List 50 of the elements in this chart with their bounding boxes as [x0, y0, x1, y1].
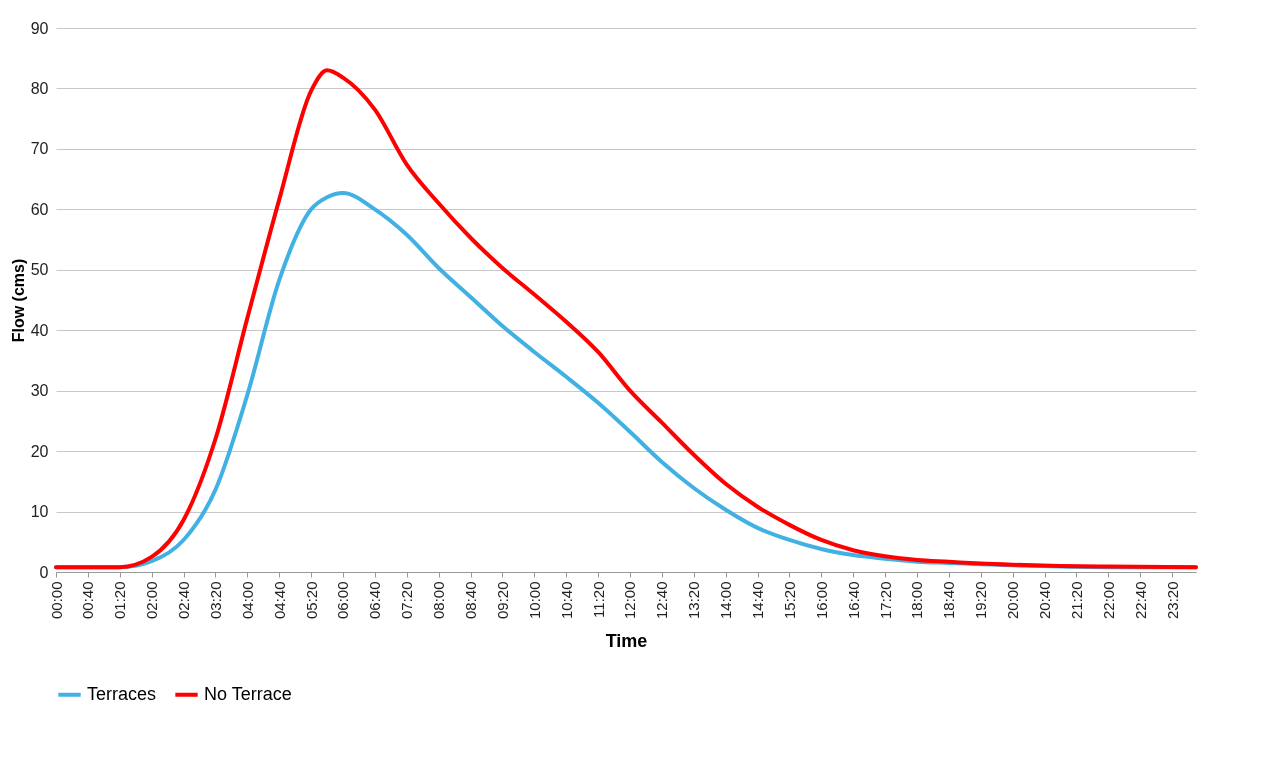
x-tick-label: 04:40 — [270, 581, 288, 620]
y-tick-label: 60 — [30, 200, 49, 218]
x-tick-label: 18:00 — [908, 581, 926, 620]
x-tick-label: 23:20 — [1163, 581, 1181, 620]
y-tick-label: 40 — [30, 321, 49, 339]
x-tick-label: 07:20 — [398, 581, 416, 620]
x-tick-label: 08:40 — [462, 581, 480, 620]
x-tick-label: 14:00 — [717, 581, 735, 620]
x-tick-label: 02:00 — [143, 581, 161, 620]
y-tick-label: 90 — [30, 19, 49, 37]
x-tick-label: 19:20 — [972, 581, 990, 620]
x-tick-label: 20:00 — [1004, 581, 1022, 620]
x-tick-label: 12:40 — [653, 581, 671, 620]
x-tick-label: 09:20 — [493, 581, 511, 620]
x-tick-label: 16:00 — [812, 581, 830, 620]
legend-label: No Terrace — [204, 683, 292, 704]
x-tick-label: 05:20 — [302, 581, 320, 620]
x-tick-label: 06:40 — [366, 581, 384, 620]
x-tick-label: 04:00 — [238, 581, 256, 620]
y-tick-label: 0 — [39, 563, 49, 581]
x-tick-label: 22:00 — [1099, 581, 1117, 620]
x-tick-label: 20:40 — [1036, 581, 1054, 620]
x-tick-label: 12:00 — [621, 581, 639, 620]
x-tick-label: 13:20 — [685, 581, 703, 620]
x-tick-label: 14:40 — [749, 581, 767, 620]
x-tick-label: 10:00 — [525, 581, 543, 620]
x-tick-label: 00:00 — [47, 581, 65, 620]
x-tick-label: 10:40 — [557, 581, 575, 620]
x-tick-label: 18:40 — [940, 581, 958, 620]
x-tick-label: 22:40 — [1131, 581, 1149, 620]
x-tick-label: 15:20 — [780, 581, 798, 620]
x-tick-label: 08:00 — [430, 581, 448, 620]
y-tick-label: 70 — [30, 140, 49, 158]
x-tick-label: 00:40 — [79, 581, 97, 620]
legend-label: Terraces — [87, 683, 157, 704]
x-axis-title: Time — [605, 631, 648, 652]
x-tick-label: 01:20 — [111, 581, 129, 620]
y-tick-label: 20 — [30, 442, 49, 460]
x-tick-label: 06:00 — [334, 581, 352, 620]
y-tick-label: 10 — [30, 503, 49, 521]
y-tick-label: 30 — [30, 382, 49, 400]
y-tick-label: 80 — [30, 79, 49, 97]
x-tick-label: 17:20 — [876, 581, 894, 620]
x-tick-label: 11:20 — [589, 581, 607, 618]
x-tick-label: 21:20 — [1067, 581, 1085, 620]
y-tick-label: 50 — [30, 261, 49, 279]
y-axis-title: Flow (cms) — [9, 258, 27, 343]
x-tick-label: 16:40 — [844, 581, 862, 620]
x-tick-label: 02:40 — [175, 581, 193, 620]
x-tick-label: 03:20 — [206, 581, 224, 620]
